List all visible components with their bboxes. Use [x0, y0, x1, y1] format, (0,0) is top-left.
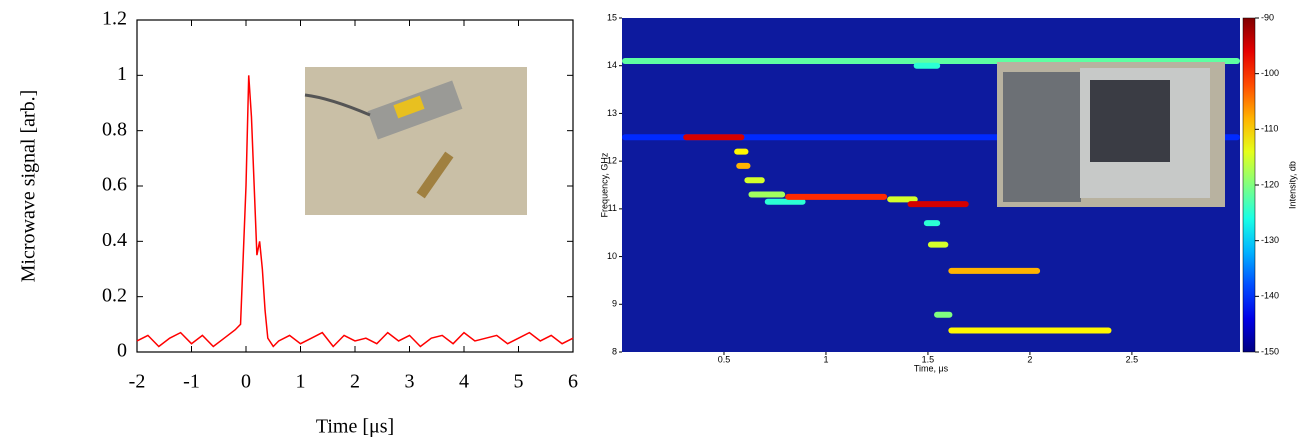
photo-label	[393, 95, 425, 119]
y-tick-label: 0.4	[102, 229, 127, 251]
spectral-segment	[887, 196, 918, 203]
spectrogram-chart: Frequency, GHz Time, μs Intensity, db 0.…	[599, 12, 1297, 373]
spectral-segment	[683, 134, 745, 141]
x-tick-label: 0	[241, 371, 251, 393]
y-tick-label: 0.8	[102, 118, 127, 140]
colorbar-tick-label: -110	[1261, 124, 1278, 134]
x-tick-label: 2	[1027, 354, 1032, 364]
colorbar-tick-label: -100	[1261, 68, 1279, 78]
x-tick-label: 3	[405, 371, 415, 393]
y-tick-label: 1	[117, 63, 127, 85]
colorbar-tick-label: -120	[1261, 179, 1279, 189]
spectral-segment	[764, 198, 806, 205]
spectral-segment	[927, 241, 949, 248]
photo-connector	[416, 151, 454, 199]
x-axis-label: Time [μs]	[316, 416, 394, 438]
x-tick-label: 1	[823, 354, 828, 364]
spectral-segment	[907, 201, 969, 208]
y-tick-label: 0.2	[102, 284, 127, 306]
spectral-segment	[785, 193, 888, 200]
y-tick-label: 15	[607, 12, 617, 22]
x-tick-label: 1	[296, 371, 306, 393]
spectral-segment	[913, 62, 941, 69]
colorbar	[1242, 17, 1256, 353]
colorbar-tick-label: -150	[1261, 346, 1279, 356]
inset-photo	[305, 67, 527, 215]
y-tick-label: 0	[117, 340, 127, 362]
spectral-segment	[948, 267, 1041, 274]
y-tick-label: 13	[607, 108, 617, 118]
y-tick-label: 9	[612, 299, 617, 309]
x-tick-label: 2.5	[1126, 354, 1139, 364]
colorbar-tick-label: -130	[1261, 235, 1279, 245]
spectral-segment	[734, 148, 749, 155]
x-tick-label: 2	[350, 371, 360, 393]
spectral-segment	[736, 162, 751, 169]
photo-scope-side	[1003, 72, 1081, 202]
y-axis-label: Microwave signal [arb.]	[18, 90, 40, 283]
x-tick-label: -2	[129, 371, 146, 393]
y-tick-label: 8	[612, 346, 617, 356]
y-axis-label: Frequency, GHz	[599, 152, 609, 217]
y-tick-label: 0.6	[102, 174, 127, 196]
spectral-segment	[923, 220, 941, 227]
spectral-segment	[748, 191, 786, 198]
x-tick-label: -1	[183, 371, 200, 393]
x-tick-label: 5	[514, 371, 524, 393]
colorbar-label: Intensity, db	[1287, 161, 1297, 209]
y-tick-label: 10	[607, 251, 617, 261]
spectral-segment	[948, 327, 1112, 334]
spectral-segment	[934, 311, 953, 318]
x-axis-label: Time, μs	[914, 363, 949, 373]
spectral-segment	[744, 177, 765, 184]
y-tick-label: 11	[608, 203, 617, 213]
x-tick-label: 0.5	[718, 354, 731, 364]
photo-cable	[304, 93, 371, 117]
x-tick-label: 6	[568, 371, 578, 393]
y-tick-label: 14	[607, 60, 617, 70]
y-tick-label: 1.2	[102, 8, 127, 30]
signal-chart: Microwave signal [arb.] Time [μs] -2 -1 0 1…	[18, 8, 578, 438]
photo-scope-screen	[1090, 80, 1170, 162]
x-tick-label: 1.5	[922, 354, 935, 364]
signal-line	[136, 75, 574, 348]
y-tick-label: 12	[607, 156, 617, 166]
x-tick-label: 4	[459, 371, 469, 393]
colorbar-tick-label: -90	[1261, 12, 1274, 22]
colorbar-tick-label: -140	[1261, 291, 1279, 301]
